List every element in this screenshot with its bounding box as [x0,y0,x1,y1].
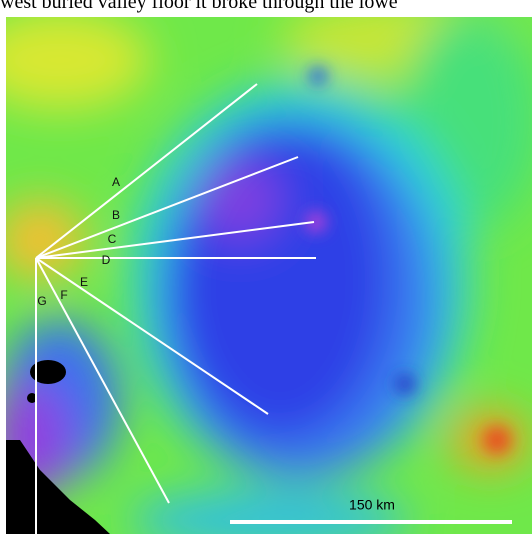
scale-label: 150 km [349,497,395,513]
profile-label: A [112,175,120,189]
profile-label: G [37,294,46,308]
profile-label: E [80,275,88,289]
profile-label: D [102,253,111,267]
profile-label: B [112,208,120,222]
map: 150 km A BCDEFG [0,0,532,534]
topography [0,0,532,534]
profile-label: F [60,288,67,302]
profile-label: C [108,232,117,246]
page: west buried valley floor it broke throug… [0,0,532,534]
